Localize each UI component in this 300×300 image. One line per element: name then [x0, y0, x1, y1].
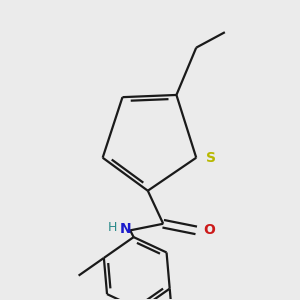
Text: N: N — [120, 222, 132, 236]
Text: S: S — [206, 151, 215, 165]
Text: H: H — [108, 220, 117, 234]
Text: O: O — [203, 224, 215, 237]
